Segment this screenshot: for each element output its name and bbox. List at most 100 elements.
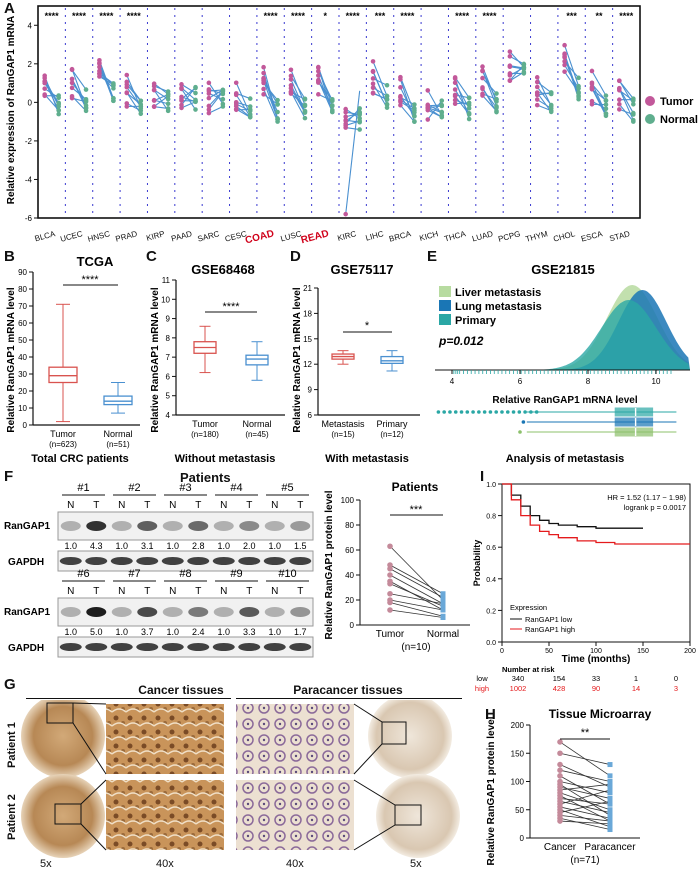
pair-point-b <box>607 824 613 830</box>
pair-point-b <box>607 827 613 833</box>
e-outlier <box>500 410 504 414</box>
a-tumor-point <box>206 80 212 86</box>
a-tumor-point <box>97 64 102 70</box>
a-tumor-point <box>316 92 321 97</box>
a-pair-line <box>235 105 251 118</box>
a-normal-point <box>357 112 362 117</box>
density-primary <box>435 300 690 370</box>
panel-i-risk-title: Number at risk <box>502 665 555 673</box>
f-band-value: 1.7 <box>294 627 307 637</box>
a-pair-line <box>399 79 415 122</box>
a-pair-line <box>153 83 169 95</box>
panel-e-boxplots <box>436 407 677 437</box>
pair-point-a <box>557 750 563 757</box>
pair-point-b <box>607 795 613 801</box>
panel-f-y-ticks: 0 20 40 60 80 100 <box>341 496 360 630</box>
a-tumor-point <box>507 54 513 59</box>
legend-normal-label: Normal <box>660 114 698 126</box>
a-xtick-label: BLCA <box>34 229 57 243</box>
y-tick-label: 80 <box>345 521 354 530</box>
zoom-box-para-p2 <box>394 804 422 826</box>
panel-d-boxes <box>331 350 404 372</box>
zoom-connectors <box>72 702 396 851</box>
a-pair-line <box>509 55 525 65</box>
f-band-gapdh <box>212 557 235 565</box>
pair-line <box>389 602 444 617</box>
a-normal-point <box>302 108 308 114</box>
f-band <box>188 521 209 531</box>
a-pair-line <box>399 95 415 117</box>
f-band <box>111 607 132 617</box>
i-ytick-label: 0.2 <box>486 608 496 615</box>
a-normal-point <box>138 106 144 111</box>
a-tumor-point <box>233 92 239 98</box>
a-sig-label: **** <box>619 11 634 21</box>
f-band-gapdh <box>238 643 261 651</box>
y-tick-label: 40 <box>345 571 354 580</box>
a-normal-point <box>384 105 390 110</box>
panel-c-sig: **** <box>222 301 240 313</box>
a-tumor-point <box>124 90 130 96</box>
a-pair-line <box>98 62 114 101</box>
a-normal-point <box>330 103 335 108</box>
f-band-gapdh <box>85 557 108 565</box>
f-lane-t: T <box>246 500 252 511</box>
e-outlier <box>436 410 441 414</box>
a-tumor-point <box>179 102 184 108</box>
panel-e-chart: GSE21815 4 6 8 10 Liver metastasis Lung met… <box>435 262 690 465</box>
panel-a-pair-lines <box>44 45 634 215</box>
pair-point-b <box>607 773 613 779</box>
a-pair-line <box>208 106 224 114</box>
f-band-value: 1.0 <box>166 541 179 551</box>
a-normal-point <box>275 109 280 115</box>
f-band <box>188 607 209 617</box>
a-tumor-point <box>343 109 348 115</box>
a-tumor-point <box>151 104 157 109</box>
panel-h-x2: Paracancer <box>584 842 636 853</box>
a-normal-point <box>247 108 253 114</box>
a-tumor-point <box>480 68 485 74</box>
f-lane-t: T <box>93 586 99 597</box>
f-band <box>162 607 183 617</box>
a-xtick-label: PAAD <box>170 229 193 243</box>
f-patient-id: #1 <box>77 482 89 494</box>
f-band-value: 1.0 <box>64 541 77 551</box>
y-tick-label: 30 <box>18 370 27 379</box>
a-pair-line <box>454 78 470 120</box>
a-normal-point <box>439 98 445 103</box>
legend-liver-swatch <box>439 286 451 297</box>
a-normal-point <box>576 93 581 98</box>
f-lane-t: T <box>144 500 150 511</box>
a-normal-point <box>165 101 171 107</box>
risk-high-value: 428 <box>553 684 566 693</box>
y-tick-label: 0 <box>23 421 28 430</box>
f-band <box>239 607 260 617</box>
legend-low: RanGAP1 low <box>525 615 573 624</box>
pair-point-a <box>387 565 393 572</box>
risk-table: low 340 154 33 1 0 high 1002 428 90 14 3 <box>470 673 700 695</box>
a-sig-label: **** <box>455 11 470 21</box>
a-pair-line <box>208 90 224 107</box>
a-normal-point <box>603 111 609 116</box>
ihc-core-para-p1 <box>368 700 452 778</box>
y-tick-label: 12 <box>303 360 312 369</box>
f-band <box>60 607 81 617</box>
a-tumor-point <box>589 98 595 104</box>
risk-low-value: 340 <box>512 674 525 683</box>
a-sig-label: **** <box>400 11 415 21</box>
e-outlier <box>453 410 458 414</box>
y-tick-label: 7 <box>166 353 171 362</box>
a-normal-point <box>83 103 89 108</box>
a-tumor-point <box>288 67 294 73</box>
a-xtick-label: LUAD <box>471 229 494 243</box>
a-pair-line <box>509 65 524 69</box>
legend-normal-marker <box>645 114 655 124</box>
a-tumor-point <box>124 104 130 109</box>
f-band-value: 3.1 <box>141 541 154 551</box>
a-normal-point <box>56 104 61 109</box>
f-band <box>264 521 285 531</box>
f-control-label: GAPDH <box>8 643 44 654</box>
f-patient-id: #10 <box>278 568 296 580</box>
a-tumor-point <box>617 78 622 83</box>
